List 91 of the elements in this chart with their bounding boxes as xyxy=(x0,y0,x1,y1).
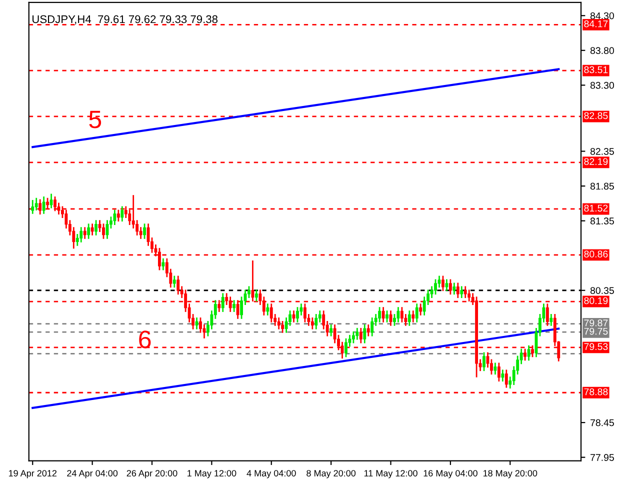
candlestick xyxy=(486,352,490,368)
candlestick xyxy=(277,316,280,330)
candlestick xyxy=(445,278,448,292)
x-tick-label: 11 May 12:00 xyxy=(364,470,418,478)
candlestick xyxy=(442,275,444,292)
candlestick xyxy=(504,368,508,388)
x-tick-label: 1 May 12:00 xyxy=(188,470,236,478)
ref-line-label: 78.88 xyxy=(584,388,608,396)
ref-line-label: 80.19 xyxy=(584,297,608,304)
candlestick xyxy=(314,313,318,330)
ref-line-label: 82.19 xyxy=(584,158,608,165)
candlestick xyxy=(482,352,486,372)
ref-line-label: 79.53 xyxy=(584,343,608,350)
candlestick xyxy=(34,197,38,212)
candlestick xyxy=(400,306,404,324)
annotation: 5 xyxy=(89,110,102,128)
candlestick xyxy=(176,275,180,296)
candlestick xyxy=(524,348,527,362)
text: USDJPY,H4 79.61 79.62 79.33 79.38 xyxy=(32,15,218,24)
y-tick-label: 81.85 xyxy=(590,182,614,190)
candlestick xyxy=(527,344,530,362)
candlestick xyxy=(434,278,437,296)
ref-line-label: 81.52 xyxy=(584,204,608,212)
candlestick xyxy=(80,226,83,244)
candlestick xyxy=(310,316,314,330)
candlestick xyxy=(363,324,366,344)
candlestick xyxy=(232,299,236,313)
candlestick xyxy=(172,275,176,288)
candlestick xyxy=(162,258,165,271)
candlestick xyxy=(143,222,146,240)
y-tick-label: 83.30 xyxy=(590,82,614,89)
x-tick-label: 26 Apr 20:00 xyxy=(126,470,178,478)
y-tick-label: 84.30 xyxy=(590,12,614,20)
y-tick-label: 83.80 xyxy=(590,47,614,54)
candlestick xyxy=(396,306,400,324)
y-tick-label: 77.95 xyxy=(590,454,614,461)
candlestick xyxy=(378,306,382,324)
candlestick xyxy=(83,226,86,240)
candlestick xyxy=(460,286,464,299)
y-tick-label: 80.35 xyxy=(590,287,614,294)
annotation: 6 xyxy=(139,330,151,348)
candlestick xyxy=(501,368,504,382)
candlestick xyxy=(382,306,385,324)
candlestick xyxy=(330,324,333,337)
candlestick xyxy=(412,310,415,324)
candlestick xyxy=(448,278,452,296)
candlestick xyxy=(452,282,456,296)
candlestick xyxy=(456,282,460,299)
x-tick-label: 19 Apr 2012 xyxy=(8,470,57,478)
candlestick xyxy=(221,292,224,313)
candlestick xyxy=(31,199,34,215)
y-tick-label: 82.35 xyxy=(590,148,614,155)
candlestick xyxy=(254,288,258,302)
candlestick xyxy=(344,338,348,358)
candlestick xyxy=(359,327,362,344)
ref-line-label: 79.75 xyxy=(584,328,608,335)
candlestick xyxy=(281,320,284,334)
candlestick xyxy=(42,196,46,215)
ref-line-label: 84.17 xyxy=(584,20,608,28)
candlestick xyxy=(464,286,467,299)
candlestick xyxy=(386,310,388,324)
ref-line-label: 79.87 xyxy=(584,319,608,326)
candlestick xyxy=(550,313,553,327)
x-tick-label: 24 Apr 04:00 xyxy=(67,470,118,478)
x-tick-label: 18 May 20:00 xyxy=(483,470,538,478)
candlestick xyxy=(415,302,418,324)
candlestick xyxy=(90,222,94,236)
candlestick xyxy=(120,206,124,222)
ref-line-label: 80.86 xyxy=(584,250,608,258)
candlestick xyxy=(356,327,359,340)
candlestick xyxy=(352,330,355,344)
x-tick-label: 16 May 04:00 xyxy=(424,470,478,478)
y-tick-label: 78.45 xyxy=(590,419,614,426)
ref-line-label: 82.85 xyxy=(584,112,608,120)
candlestick xyxy=(494,362,497,376)
candlestick xyxy=(438,275,441,288)
candlestick xyxy=(102,222,105,240)
candlestick xyxy=(113,208,116,226)
ref-line-label: 83.51 xyxy=(584,66,608,74)
candlestick xyxy=(266,302,270,316)
candlestick xyxy=(87,222,90,240)
candlestick xyxy=(408,310,411,327)
candlestick xyxy=(116,208,120,222)
y-tick-label: 81.35 xyxy=(590,218,614,224)
candlestick xyxy=(296,306,299,324)
candlestick xyxy=(366,324,370,337)
candlestick xyxy=(497,362,500,382)
candlestick xyxy=(94,219,98,236)
candlestick xyxy=(370,316,374,337)
x-tick-label: 8 May 20:00 xyxy=(306,470,356,478)
x-tick-label: 4 May 04:00 xyxy=(246,470,296,478)
